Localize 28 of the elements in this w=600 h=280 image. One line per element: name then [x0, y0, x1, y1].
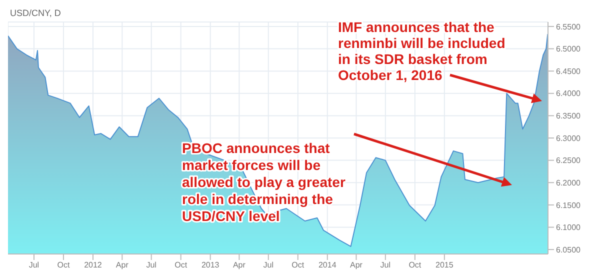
x-tick-label: Jul	[28, 260, 40, 270]
x-tick-label: Jul	[263, 260, 274, 270]
y-tick-label: 6.5500	[556, 22, 582, 32]
y-tick-label: 6.2500	[556, 156, 582, 166]
y-tick-label: 6.0500	[556, 245, 582, 254]
y-tick-label: 6.3500	[556, 112, 582, 121]
y-tick-label: 6.4500	[556, 66, 582, 76]
annotation: IMF announces that the renminbi will be included in its SDR basket from October 1, 2016	[338, 19, 506, 83]
y-tick-label: 6.1000	[556, 223, 582, 232]
y-tick-label: 6.3000	[556, 134, 582, 143]
x-tick-label: 2015	[436, 260, 454, 270]
x-tick-label: Apr	[232, 260, 246, 270]
x-tick-label: Oct	[292, 260, 305, 270]
x-tick-label: 2014	[318, 260, 337, 270]
x-tick-label: 2012	[84, 260, 102, 270]
x-tick-label: Apr	[350, 260, 363, 270]
y-tick-label: 6.4000	[556, 89, 582, 98]
y-tick-label: 6.5000	[556, 44, 582, 54]
x-tick-label: Oct	[408, 260, 422, 270]
y-tick-label: 6.2000	[556, 178, 582, 188]
y-tick-label: 6.1500	[556, 200, 582, 210]
x-tick-label: Jul	[380, 260, 391, 270]
x-tick-label: Jul	[146, 260, 157, 270]
x-tick-label: Oct	[57, 260, 70, 270]
x-tick-label: Oct	[174, 260, 188, 270]
x-tick-label: Apr	[116, 260, 129, 270]
chart-title: USD/CNY, D	[10, 8, 61, 18]
x-tick-label: 2013	[201, 260, 220, 270]
